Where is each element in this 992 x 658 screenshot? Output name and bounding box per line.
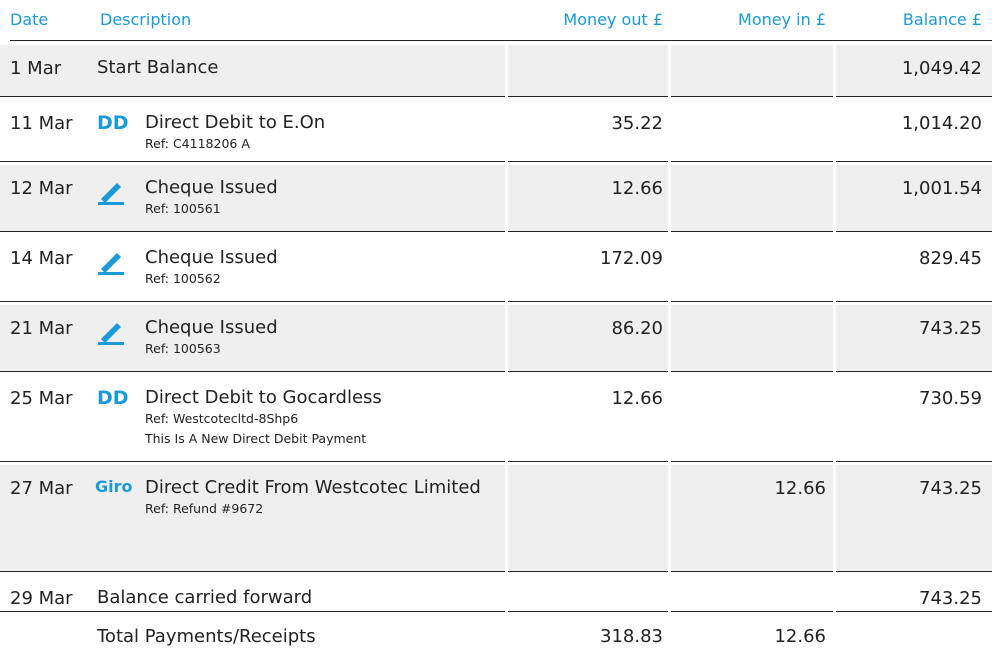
desc-block: Direct Credit From Westcotec Limited Ref:… xyxy=(145,477,490,518)
desc-block: Cheque Issued Ref: 100561 xyxy=(145,177,490,218)
desc-block: Direct Debit to E.On Ref: C4118206 A xyxy=(145,112,490,153)
desc-block: Cheque Issued Ref: 100563 xyxy=(145,317,490,358)
col-header: Balance £ xyxy=(902,10,982,29)
description: Direct Debit to E.On xyxy=(145,112,326,133)
description: Cheque Issued xyxy=(145,317,278,338)
date: 29 Mar xyxy=(10,588,73,609)
pencil xyxy=(98,183,124,205)
balance: 1,049.42 xyxy=(901,58,982,79)
row-cell xyxy=(671,45,833,97)
desc-block: Direct Debit to Gocardless Ref: Westcotec… xyxy=(145,387,490,448)
balance: 743.25 xyxy=(919,318,982,339)
icon: Giro xyxy=(95,477,133,496)
description: Start Balance xyxy=(97,57,219,78)
balance: 1,014.20 xyxy=(901,113,982,134)
balance: 743.25 xyxy=(919,588,982,609)
row-cell xyxy=(0,375,505,462)
balance: 829.45 xyxy=(919,248,982,269)
row-cell xyxy=(508,375,668,462)
total-in: 12.66 xyxy=(774,626,826,647)
reference: Ref: Westcotecltd-8Shp6 xyxy=(145,411,299,426)
row-cell xyxy=(0,165,505,232)
row-cell xyxy=(671,100,833,162)
reference: This Is A New Direct Debit Payment xyxy=(145,431,367,446)
col-header: Date xyxy=(10,10,49,29)
row-cell xyxy=(0,465,505,572)
reference: Ref: 100562 xyxy=(145,271,221,286)
row-cell xyxy=(0,305,505,372)
row-cell xyxy=(508,165,668,232)
money-out: 12.66 xyxy=(611,388,663,409)
icon: DD xyxy=(97,387,129,409)
row-cell xyxy=(0,575,505,612)
total-out: 318.83 xyxy=(600,626,663,647)
desc-block: Start Balance xyxy=(97,57,442,78)
date: 21 Mar xyxy=(10,318,73,339)
row-cell xyxy=(508,575,668,612)
balance: 730.59 xyxy=(919,388,982,409)
money-in: 12.66 xyxy=(774,478,826,499)
row-cell xyxy=(836,465,992,572)
col-header: Description xyxy=(100,10,192,29)
row-cell xyxy=(836,45,992,97)
row-cell xyxy=(671,375,833,462)
money-out: 12.66 xyxy=(611,178,663,199)
money-out: 172.09 xyxy=(600,248,663,269)
description: Cheque Issued xyxy=(145,177,278,198)
row-cell xyxy=(508,45,668,97)
col-header: Money out £ xyxy=(563,10,663,29)
balance: 1,001.54 xyxy=(901,178,982,199)
reference: Ref: Refund #9672 xyxy=(145,501,264,516)
row-cell xyxy=(671,305,833,372)
row-cell xyxy=(0,235,505,302)
row-cell xyxy=(836,305,992,372)
row-cell xyxy=(0,100,505,162)
reference: Ref: 100561 xyxy=(145,201,221,216)
desc-block: Cheque Issued Ref: 100562 xyxy=(145,247,490,288)
date: 25 Mar xyxy=(10,388,73,409)
reference: Ref: 100563 xyxy=(145,341,221,356)
row-cell xyxy=(671,575,833,612)
date: 11 Mar xyxy=(10,113,73,134)
desc-block: Balance carried forward xyxy=(97,587,442,608)
reference: Ref: C4118206 A xyxy=(145,136,250,151)
row-cell xyxy=(671,465,833,572)
row-cell xyxy=(836,100,992,162)
description: Direct Debit to Gocardless xyxy=(145,387,382,408)
balance: 743.25 xyxy=(919,478,982,499)
cheque-icon xyxy=(97,179,125,205)
row-cell xyxy=(508,100,668,162)
row-cell xyxy=(508,465,668,572)
row-cell xyxy=(508,305,668,372)
row-cell xyxy=(836,375,992,462)
header-rule xyxy=(10,40,992,41)
date: 12 Mar xyxy=(10,178,73,199)
row-cell xyxy=(836,165,992,232)
description: Direct Credit From Westcotec Limited xyxy=(145,477,481,498)
description: Balance carried forward xyxy=(97,587,313,608)
cheque-icon xyxy=(97,249,125,275)
money-out: 35.22 xyxy=(611,113,663,134)
row-cell xyxy=(671,235,833,302)
date: 27 Mar xyxy=(10,478,73,499)
row-cell xyxy=(836,575,992,612)
totals-label: Total Payments/Receipts xyxy=(97,626,316,647)
icon: DD xyxy=(97,112,129,134)
row-cell xyxy=(836,235,992,302)
money-out: 86.20 xyxy=(611,318,663,339)
col-header: Money in £ xyxy=(738,10,826,29)
pencil xyxy=(98,323,124,345)
pencil xyxy=(98,253,124,275)
description: Cheque Issued xyxy=(145,247,278,268)
date: 14 Mar xyxy=(10,248,73,269)
cheque-icon xyxy=(97,319,125,345)
row-cell xyxy=(671,165,833,232)
row-cell xyxy=(508,235,668,302)
date: 1 Mar xyxy=(10,58,62,79)
row-cell xyxy=(0,45,505,97)
